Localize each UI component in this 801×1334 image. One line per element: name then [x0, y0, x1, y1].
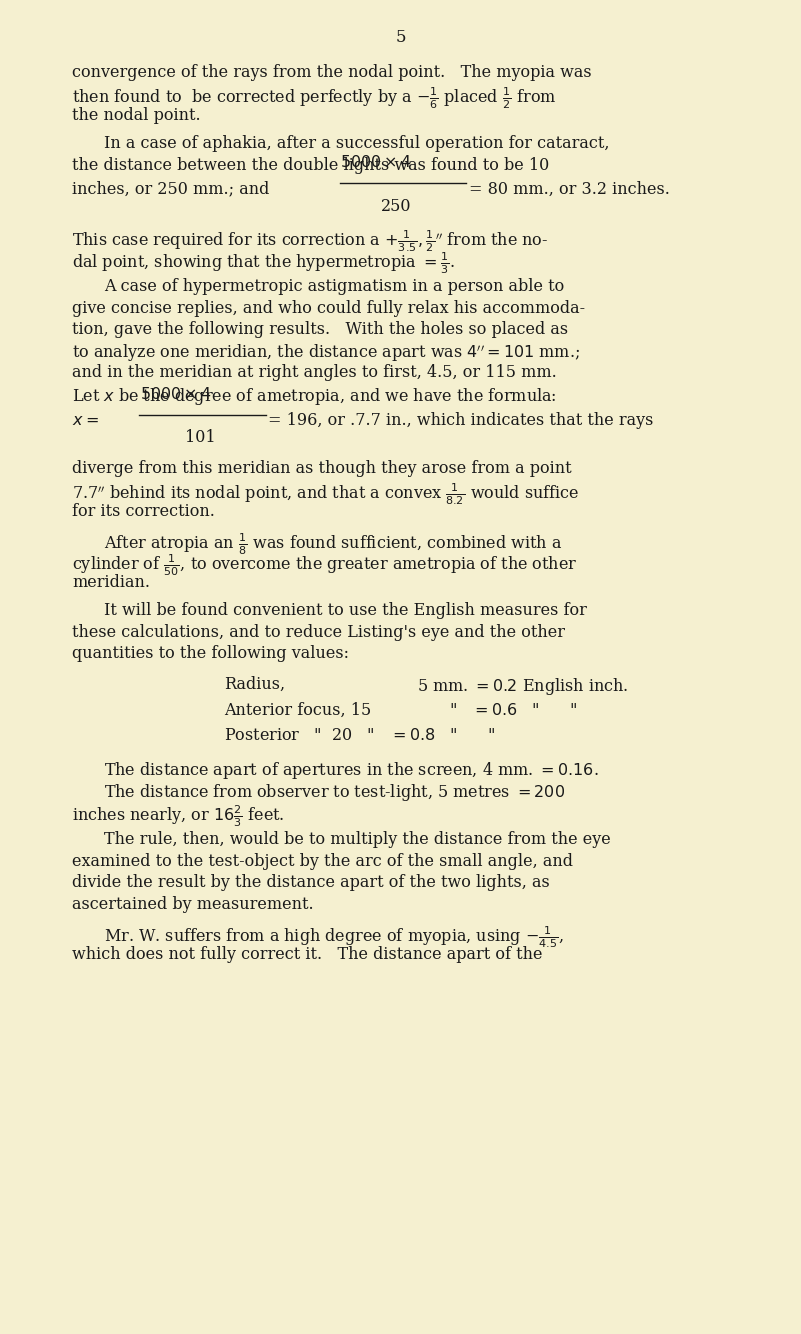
Text: give concise replies, and who could fully relax his accommoda-: give concise replies, and who could full…	[72, 300, 586, 316]
Text: Let $x$ be the degree of ametropia, and we have the formula:: Let $x$ be the degree of ametropia, and …	[72, 386, 557, 407]
Text: The distance apart of apertures in the screen, 4 mm. $= 0.16$.: The distance apart of apertures in the s…	[104, 760, 599, 780]
Text: 5: 5	[395, 29, 406, 47]
Text: ascertained by measurement.: ascertained by measurement.	[72, 896, 314, 912]
Text: dal point, showing that the hypermetropia $= \frac{1}{3}$.: dal point, showing that the hypermetropi…	[72, 249, 455, 276]
Text: A case of hypermetropic astigmatism in a person able to: A case of hypermetropic astigmatism in a…	[104, 277, 565, 295]
Text: cylinder of $\frac{1}{50}$, to overcome the greater ametropia of the other: cylinder of $\frac{1}{50}$, to overcome …	[72, 552, 578, 578]
Text: Anterior focus, 15: Anterior focus, 15	[224, 702, 372, 719]
Text: 250: 250	[381, 197, 412, 215]
Text: convergence of the rays from the nodal point.   The myopia was: convergence of the rays from the nodal p…	[72, 64, 592, 81]
Text: 5 mm. $= 0.2$ English inch.: 5 mm. $= 0.2$ English inch.	[417, 675, 628, 696]
Text: for its correction.: for its correction.	[72, 503, 215, 520]
Text: the nodal point.: the nodal point.	[72, 107, 201, 124]
Text: $5000 \times 4$: $5000 \times 4$	[140, 386, 211, 403]
Text: quantities to the following values:: quantities to the following values:	[72, 646, 349, 663]
Text: $5000 \times 4$: $5000 \times 4$	[340, 155, 412, 171]
Text: Posterior   "  20   "   $= 0.8$   "      ": Posterior " 20 " $= 0.8$ " "	[224, 727, 496, 744]
Text: divide the result by the distance apart of the two lights, as: divide the result by the distance apart …	[72, 874, 549, 891]
Text: The rule, then, would be to multiply the distance from the eye: The rule, then, would be to multiply the…	[104, 831, 611, 848]
Text: then found to  be corrected perfectly by a $-\frac{1}{6}$ placed $\frac{1}{2}$ f: then found to be corrected perfectly by …	[72, 85, 557, 112]
Text: Radius,: Radius,	[224, 675, 285, 692]
Text: tion, gave the following results.   With the holes so placed as: tion, gave the following results. With t…	[72, 321, 568, 339]
Text: 7.7$^{\prime\prime}$ behind its nodal point, and that a convex $\frac{1}{8.2}$ w: 7.7$^{\prime\prime}$ behind its nodal po…	[72, 482, 579, 507]
Text: which does not fully correct it.   The distance apart of the: which does not fully correct it. The dis…	[72, 946, 542, 963]
Text: these calculations, and to reduce Listing's eye and the other: these calculations, and to reduce Listin…	[72, 624, 565, 640]
Text: It will be found convenient to use the English measures for: It will be found convenient to use the E…	[104, 602, 587, 619]
Text: After atropia an $\frac{1}{8}$ was found sufficient, combined with a: After atropia an $\frac{1}{8}$ was found…	[104, 531, 562, 556]
Text: the distance between the double lights was found to be 10: the distance between the double lights w…	[72, 157, 549, 173]
Text: to analyze one meridian, the distance apart was $4^{\prime\prime} = 101$ mm.;: to analyze one meridian, the distance ap…	[72, 343, 580, 364]
Text: "   $= 0.6$   "      ": " $= 0.6$ " "	[449, 702, 578, 719]
Text: = 196, or .7.7 in., which indicates that the rays: = 196, or .7.7 in., which indicates that…	[268, 412, 654, 430]
Text: 101: 101	[185, 430, 215, 447]
Text: = 80 mm., or 3.2 inches.: = 80 mm., or 3.2 inches.	[469, 180, 670, 197]
Text: inches nearly, or $16\frac{2}{3}$ feet.: inches nearly, or $16\frac{2}{3}$ feet.	[72, 803, 284, 828]
Text: diverge from this meridian as though they arose from a point: diverge from this meridian as though the…	[72, 459, 572, 476]
Text: and in the meridian at right angles to first, 4.5, or 115 mm.: and in the meridian at right angles to f…	[72, 364, 557, 382]
Text: In a case of aphakia, after a successful operation for cataract,: In a case of aphakia, after a successful…	[104, 135, 610, 152]
Text: $x = $: $x = $	[72, 412, 99, 430]
Text: Mr. W. suffers from a high degree of myopia, using $-\frac{1}{4.5}$,: Mr. W. suffers from a high degree of myo…	[104, 924, 564, 950]
Text: This case required for its correction a $+\frac{1}{3.5},\frac{1}{2}^{\prime\prim: This case required for its correction a …	[72, 228, 549, 253]
Text: inches, or 250 mm.; and: inches, or 250 mm.; and	[72, 180, 275, 197]
Text: meridian.: meridian.	[72, 574, 150, 591]
Text: The distance from observer to test-light, 5 metres $= 200$: The distance from observer to test-light…	[104, 782, 566, 803]
Text: examined to the test-object by the arc of the small angle, and: examined to the test-object by the arc o…	[72, 852, 573, 870]
